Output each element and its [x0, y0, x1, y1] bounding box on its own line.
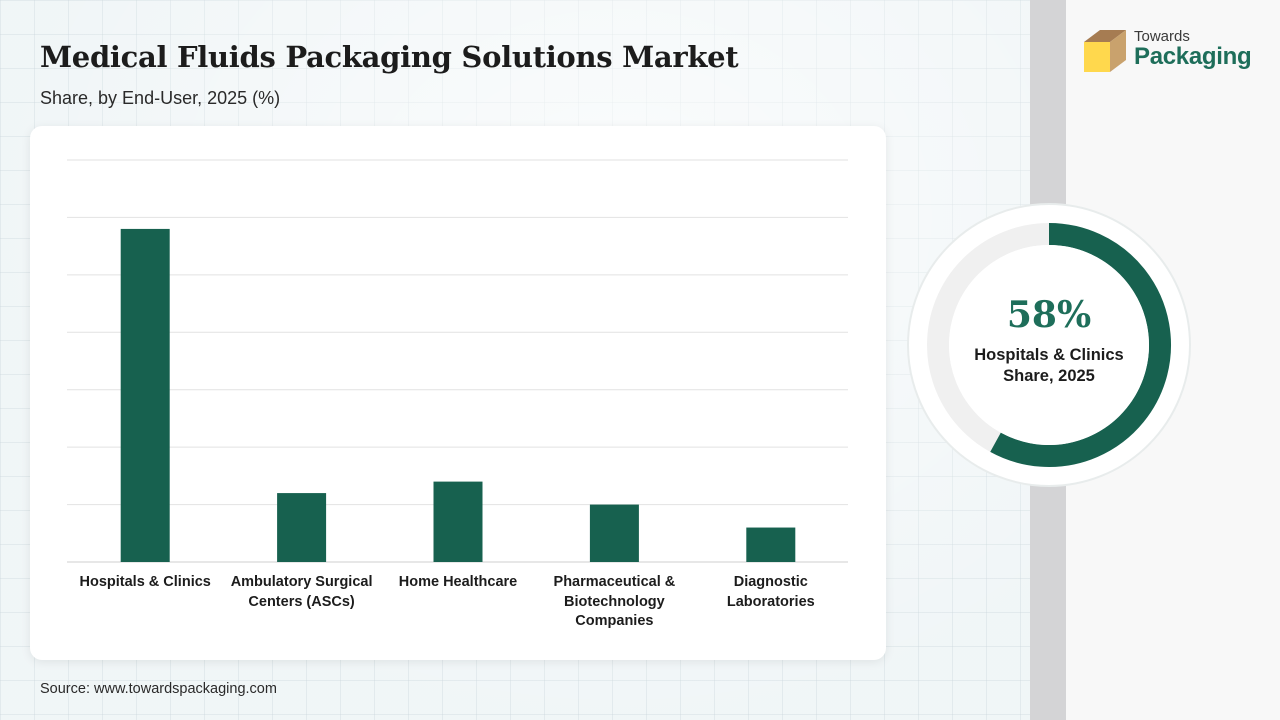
category-label: Ambulatory Surgical Centers (ASCs) — [230, 574, 373, 610]
donut-caption: Hospitals & Clinics Share, 2025 — [974, 346, 1124, 385]
bar — [120, 228, 170, 562]
bar — [746, 527, 796, 562]
page-subtitle: Share, by End-User, 2025 (%) — [40, 88, 281, 108]
bar — [589, 504, 639, 562]
category-label: Hospitals & Clinics — [79, 574, 211, 590]
donut-slice — [990, 223, 1171, 467]
chart-card: Hospitals & Clinics Ambulatory Surgical C… — [30, 126, 886, 660]
logo-text-towards: Towards — [1134, 28, 1190, 45]
donut-chart — [907, 203, 1191, 487]
logo-text-packaging: Packaging — [1134, 43, 1252, 70]
category-label: Diagnostic Laboratories — [726, 574, 815, 610]
share-donut: 58% Hospitals & Clinics Share, 2025 — [906, 202, 1192, 488]
bar — [277, 493, 327, 562]
bar-chart — [67, 159, 848, 563]
page-title: Medical Fluids Packaging Solutions Marke… — [40, 40, 739, 74]
donut-percentage: 58% — [1006, 294, 1092, 336]
donut-center — [949, 245, 1149, 445]
box-logo-icon — [1084, 30, 1126, 72]
brand-logo[interactable]: Towards Packaging — [1082, 28, 1252, 78]
category-label: Home Healthcare — [398, 574, 518, 590]
source-note: Source: www.towardspackaging.com — [40, 681, 277, 697]
bar — [433, 481, 483, 562]
category-label: Pharmaceutical & Biotechnology Companies — [553, 574, 676, 629]
